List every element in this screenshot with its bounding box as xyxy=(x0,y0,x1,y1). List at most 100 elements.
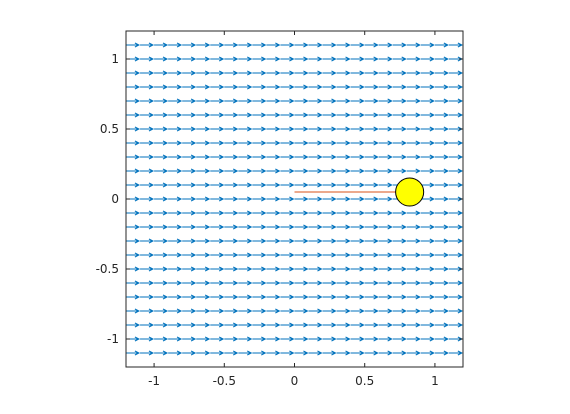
field-arrow xyxy=(392,140,407,146)
field-arrow xyxy=(126,210,141,216)
field-arrow xyxy=(378,210,393,216)
field-arrow xyxy=(294,210,309,216)
field-arrow xyxy=(224,224,239,230)
field-arrow xyxy=(154,42,169,48)
field-arrow xyxy=(434,56,449,62)
field-arrow xyxy=(126,238,141,244)
field-arrow xyxy=(182,168,197,174)
field-arrow xyxy=(182,126,197,132)
field-arrow xyxy=(406,168,421,174)
field-arrow xyxy=(322,224,337,230)
field-arrow xyxy=(420,56,435,62)
field-arrow xyxy=(210,126,225,132)
field-arrow xyxy=(224,336,239,342)
field-arrow xyxy=(252,42,267,48)
field-arrow xyxy=(182,154,197,160)
field-arrow xyxy=(308,252,323,258)
field-arrow xyxy=(448,350,463,356)
field-arrow xyxy=(448,140,463,146)
field-arrow xyxy=(294,154,309,160)
field-arrow xyxy=(294,238,309,244)
field-arrow xyxy=(280,210,295,216)
field-arrow xyxy=(463,85,476,89)
field-arrow xyxy=(378,56,393,62)
field-arrow xyxy=(168,322,183,328)
field-arrow xyxy=(238,154,253,160)
field-arrow xyxy=(406,350,421,356)
field-arrow xyxy=(420,322,435,328)
field-arrow xyxy=(308,56,323,62)
field-arrow xyxy=(336,154,351,160)
field-arrow xyxy=(378,308,393,314)
field-arrow xyxy=(350,294,365,300)
field-arrow xyxy=(182,252,197,258)
field-arrow xyxy=(364,238,379,244)
field-arrow xyxy=(392,98,407,104)
field-arrow xyxy=(196,112,211,118)
field-arrow xyxy=(238,42,253,48)
field-arrow xyxy=(238,336,253,342)
field-arrow xyxy=(182,294,197,300)
field-arrow xyxy=(322,280,337,286)
field-arrow xyxy=(322,70,337,76)
field-arrow xyxy=(294,196,309,202)
field-arrow xyxy=(434,182,449,188)
field-arrow xyxy=(392,224,407,230)
field-arrow xyxy=(336,42,351,48)
field-arrow xyxy=(224,126,239,132)
field-arrow xyxy=(154,336,169,342)
field-arrow xyxy=(364,126,379,132)
field-arrow xyxy=(252,294,267,300)
field-arrow xyxy=(364,98,379,104)
field-arrow xyxy=(434,322,449,328)
field-arrow xyxy=(392,168,407,174)
field-arrow xyxy=(280,98,295,104)
field-arrow xyxy=(448,168,463,174)
field-arrow xyxy=(294,336,309,342)
field-arrow xyxy=(210,182,225,188)
field-arrow xyxy=(322,238,337,244)
field-arrow xyxy=(182,266,197,272)
field-arrow xyxy=(420,266,435,272)
field-arrow xyxy=(140,70,155,76)
field-arrow xyxy=(168,252,183,258)
field-arrow xyxy=(224,84,239,90)
field-arrow xyxy=(322,294,337,300)
field-arrow xyxy=(463,113,476,117)
field-arrow xyxy=(322,42,337,48)
field-arrow xyxy=(364,196,379,202)
field-arrow xyxy=(182,224,197,230)
field-arrow xyxy=(140,350,155,356)
field-arrow xyxy=(448,84,463,90)
field-arrow xyxy=(448,42,463,48)
field-arrow xyxy=(280,154,295,160)
field-arrow xyxy=(126,280,141,286)
field-arrow xyxy=(280,308,295,314)
field-arrow xyxy=(378,238,393,244)
field-arrow xyxy=(280,322,295,328)
field-arrow xyxy=(308,112,323,118)
field-arrow xyxy=(252,112,267,118)
field-arrow xyxy=(434,210,449,216)
field-arrow xyxy=(308,280,323,286)
field-arrow xyxy=(463,43,476,47)
field-arrow xyxy=(280,140,295,146)
field-arrow xyxy=(154,266,169,272)
field-arrow xyxy=(463,225,476,229)
field-arrow xyxy=(196,238,211,244)
field-arrow xyxy=(252,168,267,174)
field-arrow xyxy=(378,280,393,286)
field-arrow xyxy=(238,322,253,328)
field-arrow xyxy=(126,252,141,258)
field-arrow xyxy=(463,169,476,173)
field-arrow xyxy=(126,154,141,160)
field-arrow xyxy=(448,98,463,104)
field-arrow xyxy=(154,182,169,188)
field-arrow xyxy=(126,42,141,48)
field-arrow xyxy=(378,84,393,90)
field-arrow xyxy=(406,266,421,272)
field-arrow xyxy=(463,71,476,75)
field-arrow xyxy=(224,322,239,328)
field-arrow xyxy=(210,322,225,328)
field-arrow xyxy=(280,112,295,118)
